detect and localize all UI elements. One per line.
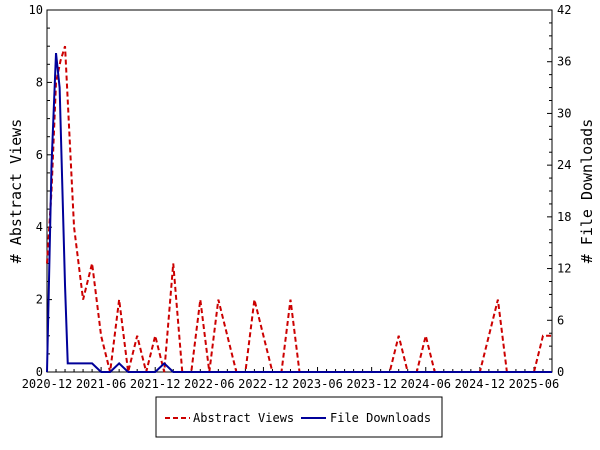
- y2-tick-label: 36: [557, 55, 571, 69]
- legend-label-abstract-views: Abstract Views: [193, 411, 294, 425]
- x-axis-ticks: 2020-12 2021-06 2021-12 2022-06 2022-12 2023-…: [22, 367, 560, 391]
- y-tick-label: 8: [36, 75, 43, 89]
- y-tick-label: 4: [36, 220, 43, 234]
- series-line-abstract-views: [46, 45, 552, 373]
- x-tick-label: 2022-06: [184, 377, 235, 391]
- y2-tick-label: 30: [557, 106, 571, 120]
- right-y-axis-title: # File Downloads: [578, 119, 596, 264]
- y2-tick-label: 12: [557, 262, 571, 276]
- series-layer: [46, 45, 552, 373]
- right-y-axis-ticks: 0 6 12 18 24 30 36 42: [547, 3, 571, 379]
- y2-tick-label: 6: [557, 313, 564, 327]
- x-tick-label: 2021-06: [76, 377, 127, 391]
- series-line-file-downloads: [46, 52, 552, 373]
- x-tick-label: 2024-06: [400, 377, 451, 391]
- y2-tick-label: 42: [557, 3, 571, 17]
- legend: Abstract Views File Downloads: [155, 396, 443, 438]
- y2-tick-label: 0: [557, 365, 564, 379]
- x-tick-label: 2023-06: [292, 377, 343, 391]
- x-tick-label: 2022-12: [238, 377, 289, 391]
- x-tick-label: 2020-12: [22, 377, 73, 391]
- plot-frame: [46, 9, 553, 373]
- x-tick-label: 2023-12: [346, 377, 397, 391]
- y-tick-label: 6: [36, 148, 43, 162]
- x-tick-label: 2021-12: [130, 377, 181, 391]
- y-tick-label: 10: [29, 3, 43, 17]
- legend-box: [155, 396, 443, 438]
- x-tick-label: 2024-12: [455, 377, 506, 391]
- y-tick-label: 2: [36, 293, 43, 307]
- legend-label-file-downloads: File Downloads: [330, 411, 431, 425]
- y2-tick-label: 18: [557, 210, 571, 224]
- x-tick-label: 2025-06: [509, 377, 560, 391]
- y-tick-label: 0: [36, 365, 43, 379]
- y2-tick-label: 24: [557, 158, 571, 172]
- left-y-axis-title: # Abstract Views: [7, 119, 25, 264]
